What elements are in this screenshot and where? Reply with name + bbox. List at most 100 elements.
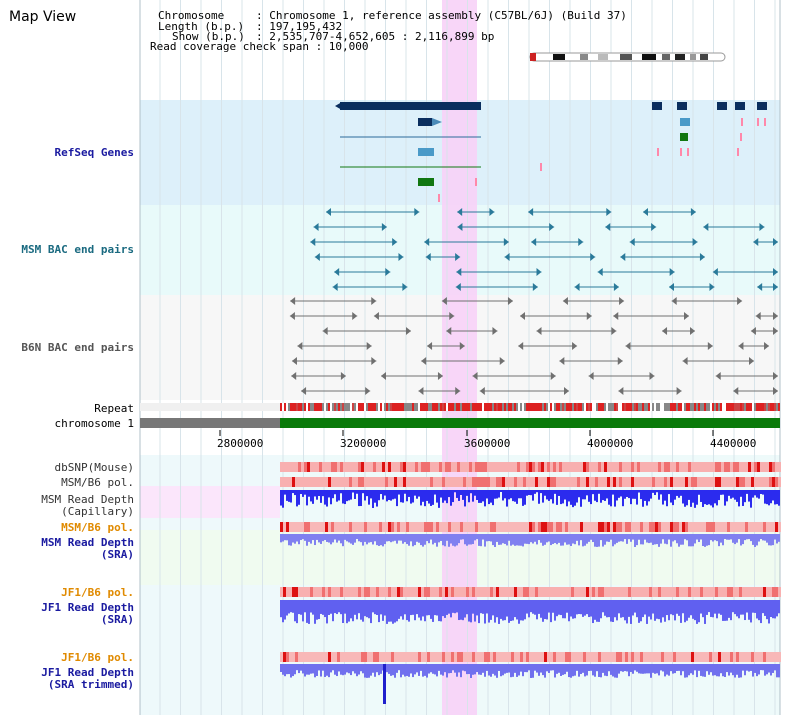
heat-cell [352,477,355,487]
ideogram-band [553,54,565,60]
heat-cell [508,477,511,487]
depth-bar [356,600,358,620]
heat-cell [703,462,706,472]
heat-cell [382,652,385,662]
heat-cell [481,462,484,472]
heat-cell [478,462,481,472]
depth-bar [494,664,496,676]
depth-bar [664,600,666,622]
depth-bar [284,534,286,541]
heat-cell [511,477,514,487]
depth-bar [530,664,532,678]
bac-end [441,297,447,305]
depth-bar [294,600,296,622]
heat-cell [586,587,589,597]
heat-cell [646,652,649,662]
heat-cell [322,462,325,472]
bac-end [611,327,617,335]
repeat-segment [592,403,594,411]
bac-end [290,297,296,305]
heat-cell [550,587,553,597]
heat-cell [391,522,394,532]
heat-cell [319,477,322,487]
heat-cell [340,522,343,532]
repeat-segment [602,403,604,411]
heat-cell [649,587,652,597]
depth-bar [666,600,668,616]
depth-bar [696,664,698,678]
heat-cell [733,587,736,597]
depth-bar [314,490,316,497]
heat-cell [358,522,361,532]
depth-bar [478,600,480,624]
repeat-segment [728,403,730,411]
depth-bar [476,490,478,500]
repeat-segment [388,403,390,411]
depth-bar [654,600,656,621]
depth-bar [692,664,694,675]
heat-cell [724,462,727,472]
depth-bar [698,534,700,543]
heat-cell [757,477,760,487]
depth-bar [442,534,444,546]
depth-bar [316,600,318,620]
repeat-segment [614,403,616,411]
heat-cell [676,522,679,532]
bac-end [492,327,498,335]
heat-cell [607,477,610,487]
depth-bar [610,600,612,622]
depth-bar [728,664,730,676]
bac-end [297,342,303,350]
depth-bar [540,490,542,494]
depth-bar [464,490,466,507]
heat-cell [583,652,586,662]
track-label-refseq[interactable]: RefSeq Genes [54,146,134,159]
repeat-segment [488,403,490,411]
repeat-segment [744,403,746,411]
depth-bar [460,490,462,495]
repeat-segment [740,403,742,411]
heat-cell [667,477,670,487]
depth-bar [720,600,722,615]
depth-bar [400,490,402,503]
depth-bar [304,490,306,495]
bac-end [446,327,452,335]
repeat-segment [342,403,344,411]
repeat-segment [692,403,694,411]
depth-bar [282,490,284,508]
coverage-tracks [280,462,781,704]
depth-bar [574,664,576,676]
heat-cell [439,522,442,532]
track-label-jf1-read-depth-sub: (SRA) [100,613,134,626]
track-label-b6n-bac[interactable]: B6N BAC end pairs [21,341,134,354]
depth-bar [540,600,542,618]
heat-cell [460,462,463,472]
depth-bar [546,600,548,620]
bac-end [402,283,408,291]
track-label-msm-bac[interactable]: MSM BAC end pairs [21,243,134,256]
heat-cell [604,462,607,472]
heat-cell [451,522,454,532]
depth-bar [450,664,452,673]
depth-bar [282,600,284,623]
depth-bar [492,600,494,616]
repeat-segment [464,403,466,411]
heat-cell [676,462,679,472]
depth-bar [460,664,462,678]
depth-bar [646,490,648,506]
depth-bar [518,534,520,546]
depth-bar [760,534,762,540]
heat-cell [298,477,301,487]
depth-bar [318,490,320,497]
heat-cell [643,652,646,662]
repeat-segment [320,403,322,411]
depth-bar [642,490,644,507]
depth-bar [326,534,328,542]
depth-bar [402,600,404,620]
heat-cell [730,652,733,662]
depth-bar [524,490,526,505]
heat-cell [286,652,289,662]
depth-bar [648,664,650,674]
depth-bar [774,490,776,505]
repeat-segment [608,403,610,411]
